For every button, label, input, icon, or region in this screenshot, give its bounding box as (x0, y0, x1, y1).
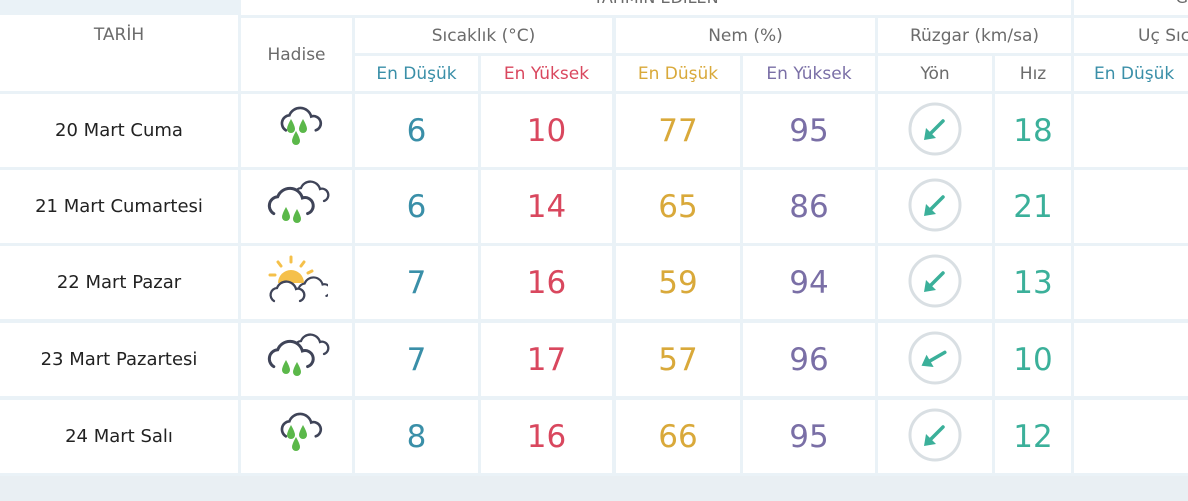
extreme-low-cell (1074, 170, 1188, 243)
wind-dir-cell (878, 246, 992, 319)
temp-low-cell: 7 (355, 323, 478, 396)
hum-high-cell: 86 (743, 170, 875, 243)
wind-speed-cell: 12 (995, 400, 1071, 473)
hum-low-cell: 77 (616, 94, 740, 167)
header-hum-low: En Düşük (616, 56, 740, 91)
wind-dir-cell (878, 94, 992, 167)
wind-speed-cell: 21 (995, 170, 1071, 243)
extreme-low-cell (1074, 400, 1188, 473)
weather-cell (241, 323, 352, 396)
header-temperature: Sıcaklık (°C) (355, 18, 612, 53)
hum-low-cell: 57 (616, 323, 740, 396)
cloudy-rain-icon (262, 177, 332, 237)
header-date: TARİH (0, 15, 238, 91)
header-wind: Rüzgar (km/sa) (878, 18, 1071, 53)
wind-dir-cell (878, 323, 992, 396)
header-humidity: Nem (%) (616, 18, 875, 53)
date-cell: 22 Mart Pazar (0, 246, 238, 319)
temp-low-cell: 7 (355, 246, 478, 319)
temp-high-cell: 16 (481, 246, 612, 319)
extreme-low-cell (1074, 246, 1188, 319)
weather-cell (241, 246, 352, 319)
weather-cell (241, 94, 352, 167)
wind-direction-icon (907, 330, 963, 390)
hum-low-cell: 66 (616, 400, 740, 473)
temp-high-cell: 17 (481, 323, 612, 396)
date-cell: 20 Mart Cuma (0, 94, 238, 167)
group-header-forecast: TAHMİN EDİLEN (241, 0, 1071, 15)
header-temp-high: En Yüksek (481, 56, 612, 91)
weather-cell (241, 170, 352, 243)
group-header-right: G (1074, 0, 1188, 15)
wind-dir-cell (878, 170, 992, 243)
header-wind-dir: Yön (878, 56, 992, 91)
temp-low-cell: 6 (355, 170, 478, 243)
temp-low-cell: 8 (355, 400, 478, 473)
header-event: Hadise (241, 18, 352, 91)
temp-low-cell: 6 (355, 94, 478, 167)
date-cell: 24 Mart Salı (0, 400, 238, 473)
header-hum-high: En Yüksek (743, 56, 875, 91)
extreme-low-cell (1074, 94, 1188, 167)
date-cell: 21 Mart Cumartesi (0, 170, 238, 243)
temp-high-cell: 10 (481, 94, 612, 167)
wind-direction-icon (907, 253, 963, 313)
wind-speed-cell: 13 (995, 246, 1071, 319)
partly-cloudy-icon (266, 253, 332, 313)
wind-speed-cell: 10 (995, 323, 1071, 396)
wind-direction-icon (907, 101, 963, 161)
header-wind-speed: Hız (995, 56, 1071, 91)
date-cell: 23 Mart Pazartesi (0, 323, 238, 396)
hum-high-cell: 96 (743, 323, 875, 396)
temp-high-cell: 14 (481, 170, 612, 243)
header-extreme: Uç Sıc (1074, 18, 1188, 53)
hum-low-cell: 65 (616, 170, 740, 243)
wind-direction-icon (907, 177, 963, 237)
rain-icon (269, 101, 325, 161)
hum-high-cell: 94 (743, 246, 875, 319)
hum-low-cell: 59 (616, 246, 740, 319)
weather-cell (241, 400, 352, 473)
header-temp-low: En Düşük (355, 56, 478, 91)
hum-high-cell: 95 (743, 400, 875, 473)
cloudy-rain-icon (262, 330, 332, 390)
wind-dir-cell (878, 400, 992, 473)
extreme-low-cell (1074, 323, 1188, 396)
temp-high-cell: 16 (481, 400, 612, 473)
rain-icon (269, 407, 325, 467)
wind-direction-icon (907, 407, 963, 467)
hum-high-cell: 95 (743, 94, 875, 167)
wind-speed-cell: 18 (995, 94, 1071, 167)
header-extreme-low: En Düşük (1074, 56, 1188, 91)
